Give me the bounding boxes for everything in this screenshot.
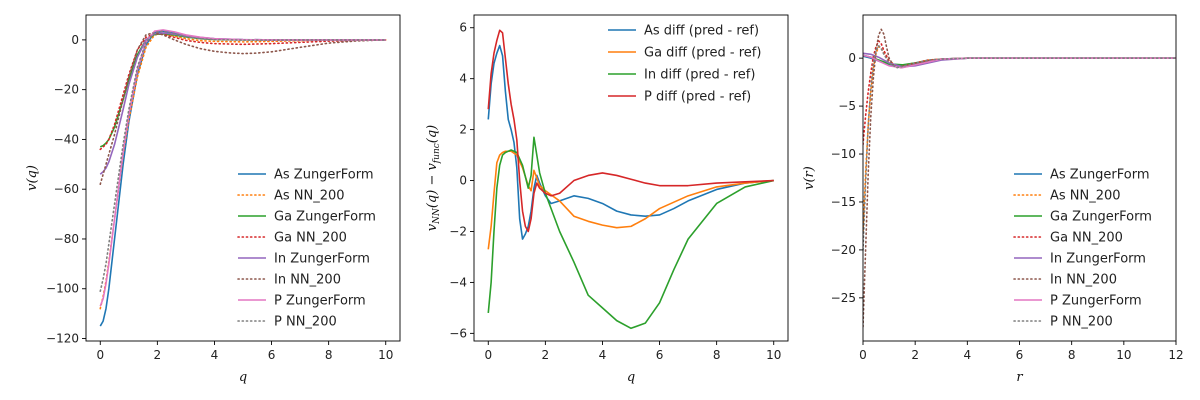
- y-tick-label: −20: [54, 83, 79, 97]
- series-line-ga-diff-pred-ref: [487, 150, 774, 250]
- series-group: [863, 28, 1176, 328]
- y-tick-label: −60: [54, 182, 79, 196]
- x-tick-label: 2: [911, 348, 919, 362]
- x-tick-label: 0: [96, 348, 104, 362]
- y-tick-label: 2: [459, 123, 467, 137]
- series-line-ga-nn-200: [863, 40, 1176, 146]
- x-axis-label: r: [1016, 370, 1023, 385]
- series-line-p-nn-200: [99, 30, 387, 293]
- series-line-in-nn-200: [863, 28, 1176, 328]
- y-tick-label: 0: [459, 174, 467, 188]
- x-tick-label: 12: [1168, 348, 1183, 362]
- series-group: [487, 29, 774, 330]
- legend-label: As diff (pred - ref): [644, 24, 759, 39]
- x-tick-label: 4: [211, 348, 219, 362]
- x-axis-label: q: [239, 370, 247, 385]
- y-tick-label: −10: [831, 147, 856, 161]
- x-tick-label: 8: [325, 348, 333, 362]
- y-tick-label: −4: [449, 275, 467, 289]
- y-tick-label: −2: [449, 224, 467, 238]
- y-tick-label: 0: [848, 51, 856, 65]
- legend-label: P diff (pred - ref): [644, 90, 751, 105]
- axes-frame: [473, 14, 789, 342]
- x-tick-label: 2: [154, 348, 162, 362]
- x-tick-label: 10: [1116, 348, 1131, 362]
- y-axis-label: v(q): [25, 165, 40, 191]
- legend-label: In NN_200: [1050, 273, 1117, 288]
- legend-label: In NN_200: [274, 273, 341, 288]
- y-tick-label: 4: [459, 72, 467, 86]
- series-line-in-nn-200: [99, 31, 387, 186]
- x-tick-label: 2: [542, 348, 550, 362]
- legend: As ZungerForm As NN_200 Ga ZungerForm Ga NN…: [1013, 168, 1152, 330]
- x-tick-label: 10: [766, 348, 781, 362]
- chart-panel-1: 0 2 4 6 8 10 −120 −100 −80 −60 −40 −20 0 q v(q) As Zung…: [25, 14, 401, 385]
- y-tick-label: −80: [54, 232, 79, 246]
- y-axis-label: v(r): [802, 166, 817, 190]
- series-line-p-diff-pred-ref: [487, 29, 774, 233]
- legend: As diff (pred - ref) Ga diff (pred - ref)…: [608, 24, 761, 105]
- x-tick-label: 10: [378, 348, 393, 362]
- x-tick-label: 8: [713, 348, 721, 362]
- legend-label: As ZungerForm: [274, 168, 374, 183]
- legend-label: As NN_200: [274, 189, 345, 204]
- legend-label: P ZungerForm: [1050, 294, 1142, 309]
- series-line-p-zungerform: [863, 54, 1176, 69]
- legend-label: P NN_200: [1050, 315, 1113, 330]
- legend-label: Ga NN_200: [274, 231, 347, 246]
- series-line-ga-zungerform: [863, 54, 1176, 66]
- x-tick-label: 4: [599, 348, 607, 362]
- x-tick-label: 6: [656, 348, 664, 362]
- legend-label: Ga diff (pred - ref): [644, 46, 761, 61]
- x-tick-label: 8: [1068, 348, 1076, 362]
- series-line-ga-nn-200: [99, 32, 387, 151]
- y-tick-label: −20: [831, 243, 856, 257]
- y-tick-label: −120: [46, 332, 79, 346]
- chart-panel-3: 0 2 4 6 8 10 12 −25 −20 −15 −10 −5 0 r v(r) As ZungerFo…: [802, 14, 1184, 385]
- y-tick-label: 6: [459, 21, 467, 35]
- series-line-as-diff-pred-ref: [487, 44, 774, 240]
- series-line-p-nn-200: [863, 44, 1176, 251]
- y-tick-label: −25: [831, 291, 856, 305]
- legend-label: In ZungerForm: [1050, 252, 1146, 267]
- x-tick-label: 6: [268, 348, 276, 362]
- x-tick-label: 6: [1016, 348, 1024, 362]
- legend-label: As ZungerForm: [1050, 168, 1150, 183]
- legend-label: As NN_200: [1050, 189, 1121, 204]
- y-tick-label: −5: [838, 99, 856, 113]
- chart-panel-2: 0 2 4 6 8 10 −6 −4 −2 0 2 4 6 q vNN(q) − vfunc(q) As di…: [425, 14, 789, 385]
- y-tick-label: −6: [449, 326, 467, 340]
- legend-label: Ga ZungerForm: [1050, 210, 1152, 225]
- y-tick-label: −40: [54, 132, 79, 146]
- y-tick-label: 0: [71, 33, 79, 47]
- legend-label: Ga NN_200: [1050, 231, 1123, 246]
- y-tick-label: −100: [46, 282, 79, 296]
- y-axis-label: vNN(q) − vfunc(q): [425, 125, 442, 232]
- series-group: [99, 29, 387, 327]
- axes-frame: [85, 14, 401, 342]
- legend-label: In ZungerForm: [274, 252, 370, 267]
- x-tick-label: 0: [484, 348, 492, 362]
- legend-label: P NN_200: [274, 315, 337, 330]
- legend-label: P ZungerForm: [274, 294, 366, 309]
- legend-label: Ga ZungerForm: [274, 210, 376, 225]
- x-tick-label: 4: [964, 348, 972, 362]
- x-axis-label: q: [627, 370, 635, 385]
- legend-label: In diff (pred - ref): [644, 68, 755, 83]
- legend: As ZungerForm As NN_200 Ga ZungerForm Ga NN…: [237, 168, 376, 330]
- y-tick-label: −15: [831, 195, 856, 209]
- series-line-in-diff-pred-ref: [487, 136, 774, 330]
- x-tick-label: 0: [859, 348, 867, 362]
- series-line-as-nn-200: [863, 45, 1176, 232]
